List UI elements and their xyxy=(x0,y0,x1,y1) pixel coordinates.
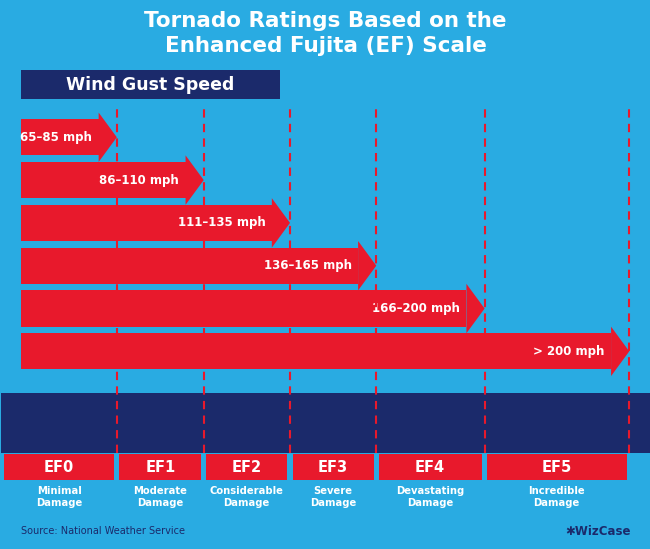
FancyBboxPatch shape xyxy=(488,454,627,480)
Text: EF4: EF4 xyxy=(415,460,445,475)
FancyBboxPatch shape xyxy=(1,393,650,453)
FancyBboxPatch shape xyxy=(21,333,611,369)
Polygon shape xyxy=(272,198,290,248)
FancyBboxPatch shape xyxy=(206,454,287,480)
Polygon shape xyxy=(185,155,203,205)
Text: Tornado Ratings Based on the
Enhanced Fujita (EF) Scale: Tornado Ratings Based on the Enhanced Fu… xyxy=(144,11,507,56)
Text: 136–165 mph: 136–165 mph xyxy=(264,259,352,272)
FancyBboxPatch shape xyxy=(21,162,185,198)
Text: EF2: EF2 xyxy=(231,460,261,475)
Text: Minimal
Damage: Minimal Damage xyxy=(36,486,82,508)
Text: Incredible
Damage: Incredible Damage xyxy=(528,486,585,508)
FancyBboxPatch shape xyxy=(21,290,467,327)
Text: Severe
Damage: Severe Damage xyxy=(309,486,356,508)
Text: EF3: EF3 xyxy=(318,460,348,475)
FancyBboxPatch shape xyxy=(292,454,374,480)
Polygon shape xyxy=(358,241,376,290)
FancyBboxPatch shape xyxy=(120,454,201,480)
Text: 166–200 mph: 166–200 mph xyxy=(372,302,460,315)
Text: Moderate
Damage: Moderate Damage xyxy=(133,486,187,508)
FancyBboxPatch shape xyxy=(21,248,358,284)
Text: 86–110 mph: 86–110 mph xyxy=(99,173,179,187)
Text: > 200 mph: > 200 mph xyxy=(533,345,604,358)
Text: 111–135 mph: 111–135 mph xyxy=(177,216,265,229)
FancyBboxPatch shape xyxy=(4,454,114,480)
Polygon shape xyxy=(99,113,117,162)
Text: Considerable
Damage: Considerable Damage xyxy=(209,486,283,508)
Text: EF0: EF0 xyxy=(44,460,74,475)
FancyBboxPatch shape xyxy=(379,454,482,480)
Polygon shape xyxy=(611,327,629,376)
Text: ✱WizCase: ✱WizCase xyxy=(565,525,630,538)
Text: Wind Gust Speed: Wind Gust Speed xyxy=(66,76,235,93)
Polygon shape xyxy=(467,284,485,333)
Text: EF5: EF5 xyxy=(541,460,572,475)
Text: 65–85 mph: 65–85 mph xyxy=(20,131,92,144)
FancyBboxPatch shape xyxy=(21,205,272,241)
FancyBboxPatch shape xyxy=(21,70,280,99)
Text: Source: National Weather Service: Source: National Weather Service xyxy=(21,526,185,536)
FancyBboxPatch shape xyxy=(21,119,99,155)
Text: EF1: EF1 xyxy=(145,460,176,475)
Text: Devastating
Damage: Devastating Damage xyxy=(396,486,464,508)
